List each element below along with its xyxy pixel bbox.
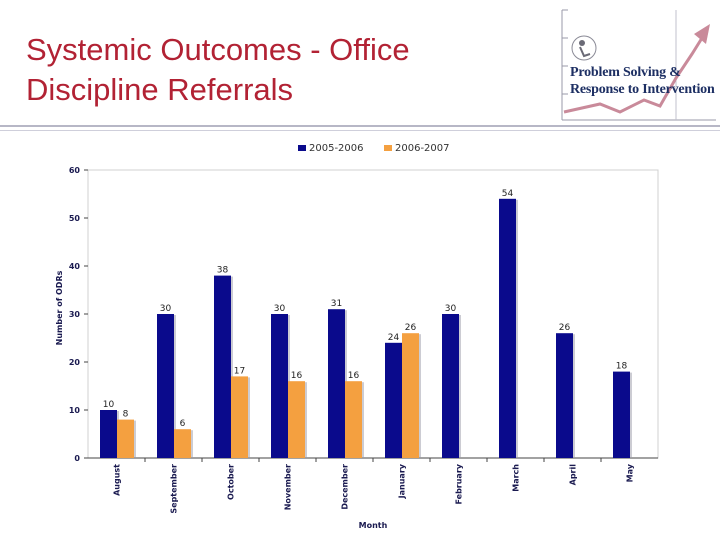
data-label: 26 [559,323,571,333]
logo-text-line2: Response to Intervention [570,82,715,97]
y-tick-label: 30 [69,310,81,319]
data-label: 8 [123,410,129,420]
x-tick-label: August [113,464,122,496]
bar [231,376,248,458]
bar [402,333,419,458]
data-label: 38 [217,266,229,276]
header-divider-thin [0,130,720,131]
bar [271,314,288,458]
y-tick-label: 40 [69,262,81,271]
y-axis-title: Number of ODRs [55,270,64,345]
x-tick-label: April [569,464,578,486]
data-label: 24 [388,333,400,343]
y-tick-label: 10 [69,406,81,415]
x-tick-label: February [455,463,464,504]
data-label: 26 [405,323,417,333]
data-label: 30 [445,304,457,314]
slide-title: Systemic Outcomes - Office Discipline Re… [26,30,546,110]
x-tick-label: September [170,464,179,514]
x-axis-title: Month [359,521,388,530]
bar [328,309,345,458]
data-label: 16 [291,371,303,381]
slide-title-line2: Discipline Referrals [26,72,294,107]
bar [499,198,516,459]
legend-label: 2005-2006 [309,143,364,154]
bar [174,429,191,458]
bar [214,275,231,458]
bar [117,419,134,458]
data-label: 54 [502,189,514,199]
logo-text-line1: Problem Solving & [570,65,681,80]
bar [345,381,362,458]
problem-solving-logo: Problem Solving & Response to Interventi… [560,8,718,122]
legend-swatch [384,145,392,151]
x-tick-label: May [626,463,635,482]
data-label: 16 [348,371,360,381]
bar [613,371,630,458]
data-label: 10 [103,400,115,410]
y-tick-label: 60 [69,166,81,175]
logo-figure-icon [571,35,597,61]
x-tick-label: January [398,463,407,499]
legend-swatch [298,145,306,151]
bar [157,314,174,458]
x-tick-label: November [284,464,293,510]
y-tick-label: 20 [69,358,81,367]
bar [385,342,402,458]
header-divider [0,125,720,127]
logo-trend-arrow-icon [563,37,704,114]
slide-title-line1: Systemic Outcomes - Office [26,32,410,67]
legend-label: 2006-2007 [395,143,450,154]
bar [100,410,117,458]
y-tick-label: 0 [74,454,80,463]
data-label: 6 [180,419,186,429]
data-label: 17 [234,366,245,376]
x-tick-label: December [341,464,350,510]
data-label: 30 [160,304,172,314]
x-tick-label: March [512,464,521,492]
data-label: 31 [331,299,342,309]
bar [288,381,305,458]
bar [556,333,573,458]
data-label: 18 [616,362,628,372]
logo-graphic [561,9,716,121]
bar [442,314,459,458]
y-tick-label: 50 [69,214,81,223]
x-tick-label: October [227,464,236,500]
data-label: 30 [274,304,286,314]
